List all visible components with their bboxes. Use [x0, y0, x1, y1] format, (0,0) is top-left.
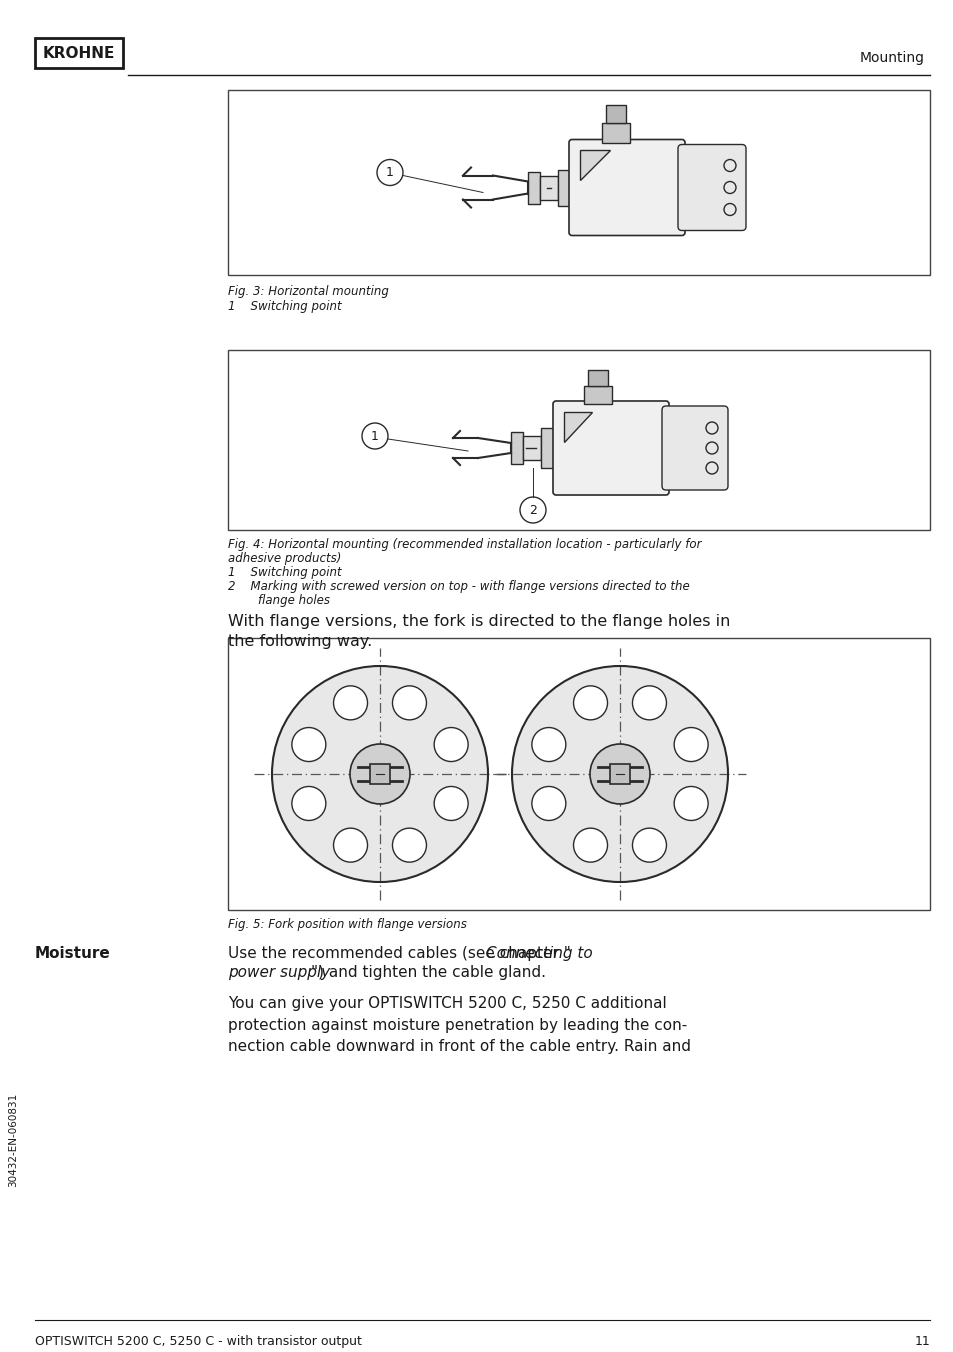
Text: 2: 2 [529, 503, 537, 516]
Circle shape [589, 744, 649, 804]
Text: 11: 11 [913, 1334, 929, 1348]
Text: KROHNE: KROHNE [43, 46, 115, 61]
Bar [609, 764, 629, 784]
Circle shape [674, 787, 707, 821]
Circle shape [632, 685, 666, 719]
Text: flange holes: flange holes [228, 594, 330, 607]
Circle shape [334, 829, 367, 863]
Polygon shape [563, 412, 592, 442]
Bar [370, 764, 390, 784]
Bar [35, 38, 123, 68]
Circle shape [512, 667, 727, 882]
Text: ") and tighten the cable gland.: ") and tighten the cable gland. [311, 965, 545, 980]
Circle shape [532, 727, 565, 761]
Circle shape [434, 727, 468, 761]
Bar [558, 169, 572, 206]
Bar [539, 176, 558, 200]
Circle shape [292, 727, 326, 761]
Text: Fig. 4: Horizontal mounting (recommended installation location - particularly fo: Fig. 4: Horizontal mounting (recommended… [228, 538, 700, 552]
Text: Mounting: Mounting [859, 51, 924, 65]
Text: 1: 1 [386, 166, 394, 178]
Text: adhesive products): adhesive products) [228, 552, 341, 565]
Bar [527, 172, 539, 204]
Circle shape [392, 685, 426, 719]
FancyBboxPatch shape [568, 139, 684, 235]
Polygon shape [579, 150, 609, 180]
FancyBboxPatch shape [553, 402, 668, 495]
Text: the following way.: the following way. [228, 634, 372, 649]
Circle shape [272, 667, 488, 882]
Bar [228, 638, 929, 910]
Bar [583, 387, 612, 404]
Circle shape [674, 727, 707, 761]
Bar [601, 123, 629, 142]
Circle shape [532, 787, 565, 821]
Circle shape [350, 744, 410, 804]
Bar [511, 433, 522, 464]
Bar [522, 435, 540, 460]
Text: Use the recommended cables (see chapter ": Use the recommended cables (see chapter … [228, 946, 570, 961]
Text: OPTISWITCH 5200 C, 5250 C - with transistor output: OPTISWITCH 5200 C, 5250 C - with transis… [35, 1334, 361, 1348]
Bar [587, 370, 607, 387]
Text: Fig. 5: Fork position with flange versions: Fig. 5: Fork position with flange versio… [228, 918, 466, 932]
Text: 1: 1 [371, 430, 378, 442]
FancyBboxPatch shape [678, 145, 745, 230]
Circle shape [292, 787, 326, 821]
Bar [228, 91, 929, 274]
Bar [605, 104, 625, 123]
Text: 1    Switching point: 1 Switching point [228, 566, 341, 579]
Text: 30432-EN-060831: 30432-EN-060831 [8, 1092, 18, 1187]
Text: Moisture: Moisture [35, 946, 111, 961]
Text: With flange versions, the fork is directed to the flange holes in: With flange versions, the fork is direct… [228, 614, 730, 629]
Circle shape [334, 685, 367, 719]
Circle shape [434, 787, 468, 821]
Text: 2    Marking with screwed version on top - with flange versions directed to the: 2 Marking with screwed version on top - … [228, 580, 689, 594]
Text: You can give your OPTISWITCH 5200 C, 5250 C additional
protection against moistu: You can give your OPTISWITCH 5200 C, 525… [228, 996, 690, 1055]
FancyBboxPatch shape [661, 406, 727, 489]
Text: Connecting to: Connecting to [485, 946, 592, 961]
Text: power supply: power supply [228, 965, 330, 980]
Text: 1    Switching point: 1 Switching point [228, 300, 341, 314]
Circle shape [392, 829, 426, 863]
Circle shape [573, 829, 607, 863]
Circle shape [632, 829, 666, 863]
Text: Fig. 3: Horizontal mounting: Fig. 3: Horizontal mounting [228, 285, 389, 297]
Bar [540, 429, 556, 468]
Circle shape [573, 685, 607, 719]
Bar [228, 350, 929, 530]
